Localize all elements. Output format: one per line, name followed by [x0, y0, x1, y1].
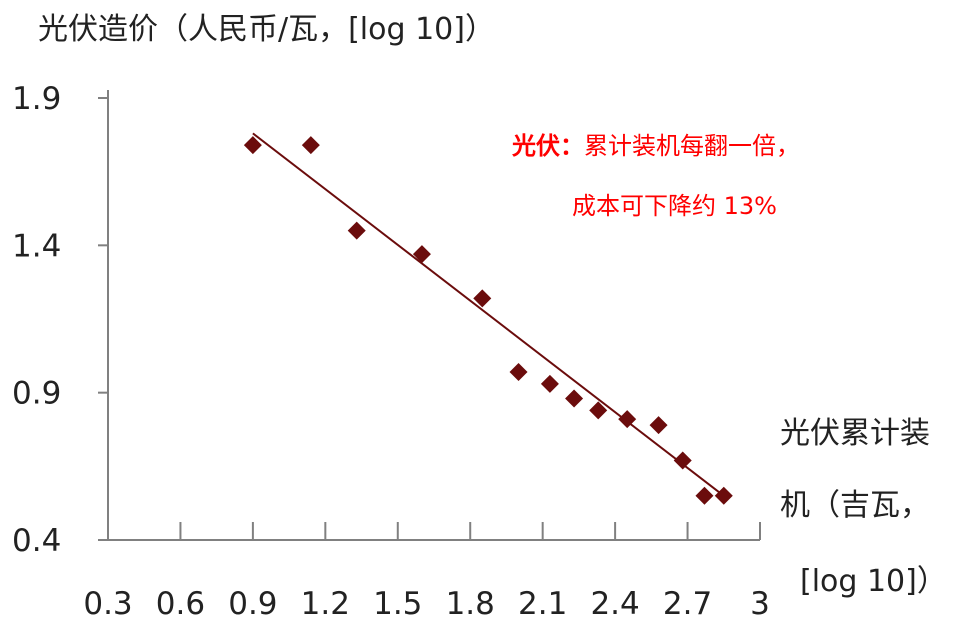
y-axis-label: 光伏造价（人民币/瓦，[log 10]） [38, 12, 495, 47]
data-point [347, 221, 366, 240]
trendline [252, 132, 725, 497]
x-axis-label-line-3: [log 10]） [800, 564, 947, 599]
data-point [673, 451, 692, 470]
data-point [509, 363, 528, 382]
data-point [301, 136, 320, 155]
data-point [243, 136, 262, 155]
data-point [473, 289, 492, 308]
x-tick-label: 0.3 [83, 586, 132, 622]
x-tick-label: 1.5 [373, 586, 422, 622]
annotation-line-1: 光伏：累计装机每翻一倍， [512, 126, 800, 161]
y-tick-label: 1.9 [12, 81, 61, 117]
annotation-line-2: 成本可下降约 13% [572, 192, 777, 220]
data-point [565, 389, 584, 408]
y-tick-label: 1.4 [12, 228, 61, 264]
x-tick-label: 2.7 [663, 586, 712, 622]
x-tick-label: 1.8 [446, 586, 495, 622]
x-tick-label: 2.1 [518, 586, 567, 622]
x-tick-label: 2.4 [590, 586, 639, 622]
data-point [649, 416, 668, 435]
data-point [618, 410, 637, 429]
y-tick-label: 0.9 [12, 376, 61, 412]
data-point [540, 374, 559, 393]
y-tick-label: 0.4 [12, 523, 61, 559]
tick-labels: 0.4 0.9 1.4 1.9 0.3 0.6 0.9 1.2 1.5 1.8 2.1 2.4 2.7 3 [12, 81, 770, 622]
x-axis-label-line-2: 机（吉瓦， [780, 488, 930, 523]
data-point [412, 245, 431, 264]
x-tick-label: 0.9 [228, 586, 277, 622]
data-point [589, 401, 608, 420]
trendline-group [252, 132, 725, 497]
x-axis-label-line-1: 光伏累计装 [780, 416, 930, 451]
data-points [243, 136, 733, 505]
x-tick-label: 0.6 [156, 586, 205, 622]
axes [98, 90, 761, 541]
x-tick-label: 1.2 [301, 586, 350, 622]
annotation-text-1: 累计装机每翻一倍， [584, 132, 800, 160]
x-tick-label: 3 [750, 586, 770, 622]
annotation-bold: 光伏： [512, 132, 584, 160]
data-point [695, 486, 714, 505]
data-point [714, 486, 733, 505]
